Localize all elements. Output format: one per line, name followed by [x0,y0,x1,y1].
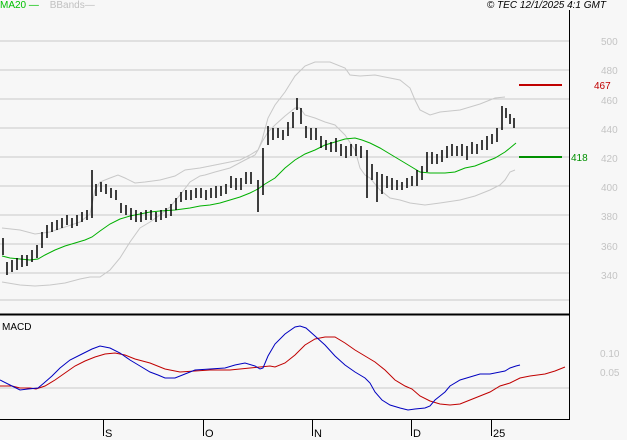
x-label-nov: N [314,428,322,440]
legend-bbands-swatch: — [84,0,95,11]
macd-signal-line [0,336,566,406]
legend-bbands: BBands [49,0,85,11]
y-tick-380: 380 [601,212,618,223]
macd-tick-010: 0.10 [600,349,620,360]
bband-lower [1,107,516,287]
x-ticks [103,420,492,436]
support-label: 418 [571,153,588,164]
macd-line [0,325,521,411]
macd-title: MACD [2,322,31,333]
ma20-line [1,137,517,261]
bband-upper [1,61,506,235]
y-tick-400: 400 [601,183,618,194]
legend-ma20-swatch: — [26,0,39,11]
y-tick-500: 500 [601,37,618,48]
legend-ma20: MA20 [0,0,27,11]
y-tick-460: 460 [601,96,618,107]
x-label-dec: D [413,428,421,440]
y-tick-440: 440 [601,125,618,136]
x-label-sep: S [105,428,112,440]
price-bars [2,98,515,275]
y-tick-420: 420 [601,154,618,165]
y-tick-480: 480 [601,66,618,77]
chart-legend: MA20 — BBands— [0,0,95,12]
copyright-text: © TEC 12/1/2025 4:1 GMT [486,0,606,11]
y-tick-360: 360 [601,242,618,253]
macd-tick-005: 0.05 [600,368,620,379]
x-label-oct: O [205,428,214,440]
y-tick-340: 340 [601,271,618,282]
x-label-2025: 25 [493,428,505,440]
price-gridlines [0,40,569,301]
resistance-label: 467 [594,81,611,92]
